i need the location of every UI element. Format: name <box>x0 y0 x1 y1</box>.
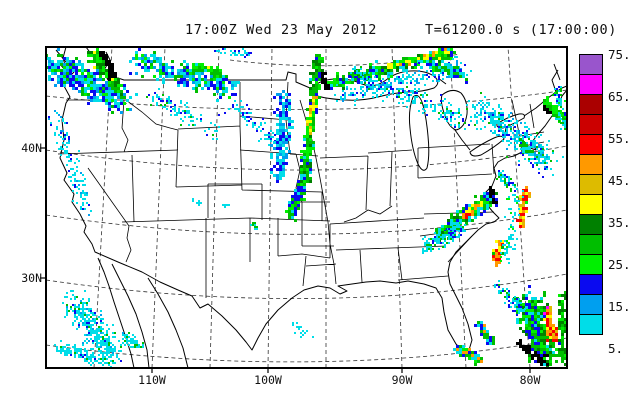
lon-tick-label: 110W <box>138 373 166 387</box>
colorbar-cell <box>579 54 603 75</box>
axis-ticks <box>40 147 531 373</box>
colorbar-cell <box>579 174 603 195</box>
colorbar-cell <box>579 94 603 115</box>
lon-tick-label: 100W <box>254 373 282 387</box>
colorbar-cell <box>579 274 603 295</box>
colorbar-cell <box>579 234 603 255</box>
plot-title-datetime: 17:00Z Wed 23 May 2012 <box>185 22 378 38</box>
colorbar-cell <box>579 254 603 275</box>
colorbar-label: 45. <box>608 173 631 188</box>
colorbar-cell <box>579 194 603 215</box>
colorbar-label: 35. <box>608 215 631 230</box>
lon-tick-label: 80W <box>519 373 541 387</box>
colorbar-cell <box>579 134 603 155</box>
map-frame <box>45 46 568 369</box>
colorbar-cell <box>579 154 603 175</box>
colorbar-label: 75. <box>608 47 631 62</box>
colorbar-label: 55. <box>608 131 631 146</box>
colorbar-cell <box>579 114 603 135</box>
colorbar-label: 25. <box>608 257 631 272</box>
colorbar-cell <box>579 74 603 95</box>
colorbar-label: 15. <box>608 299 631 314</box>
plot-title-model-time: T=61200.0 s (17:00:00) <box>425 22 618 38</box>
colorbar-label: 65. <box>608 89 631 104</box>
colorbar-cell <box>579 294 603 315</box>
colorbar-label: 5. <box>608 341 624 356</box>
colorbar-cell <box>579 214 603 235</box>
reflectivity-colorbar <box>579 54 603 335</box>
lat-tick-label: 30N <box>21 271 42 285</box>
lon-tick-label: 90W <box>391 373 413 387</box>
lat-tick-label: 40N <box>21 141 42 155</box>
colorbar-cell <box>579 314 603 335</box>
radar-reflectivity-field <box>46 47 567 368</box>
